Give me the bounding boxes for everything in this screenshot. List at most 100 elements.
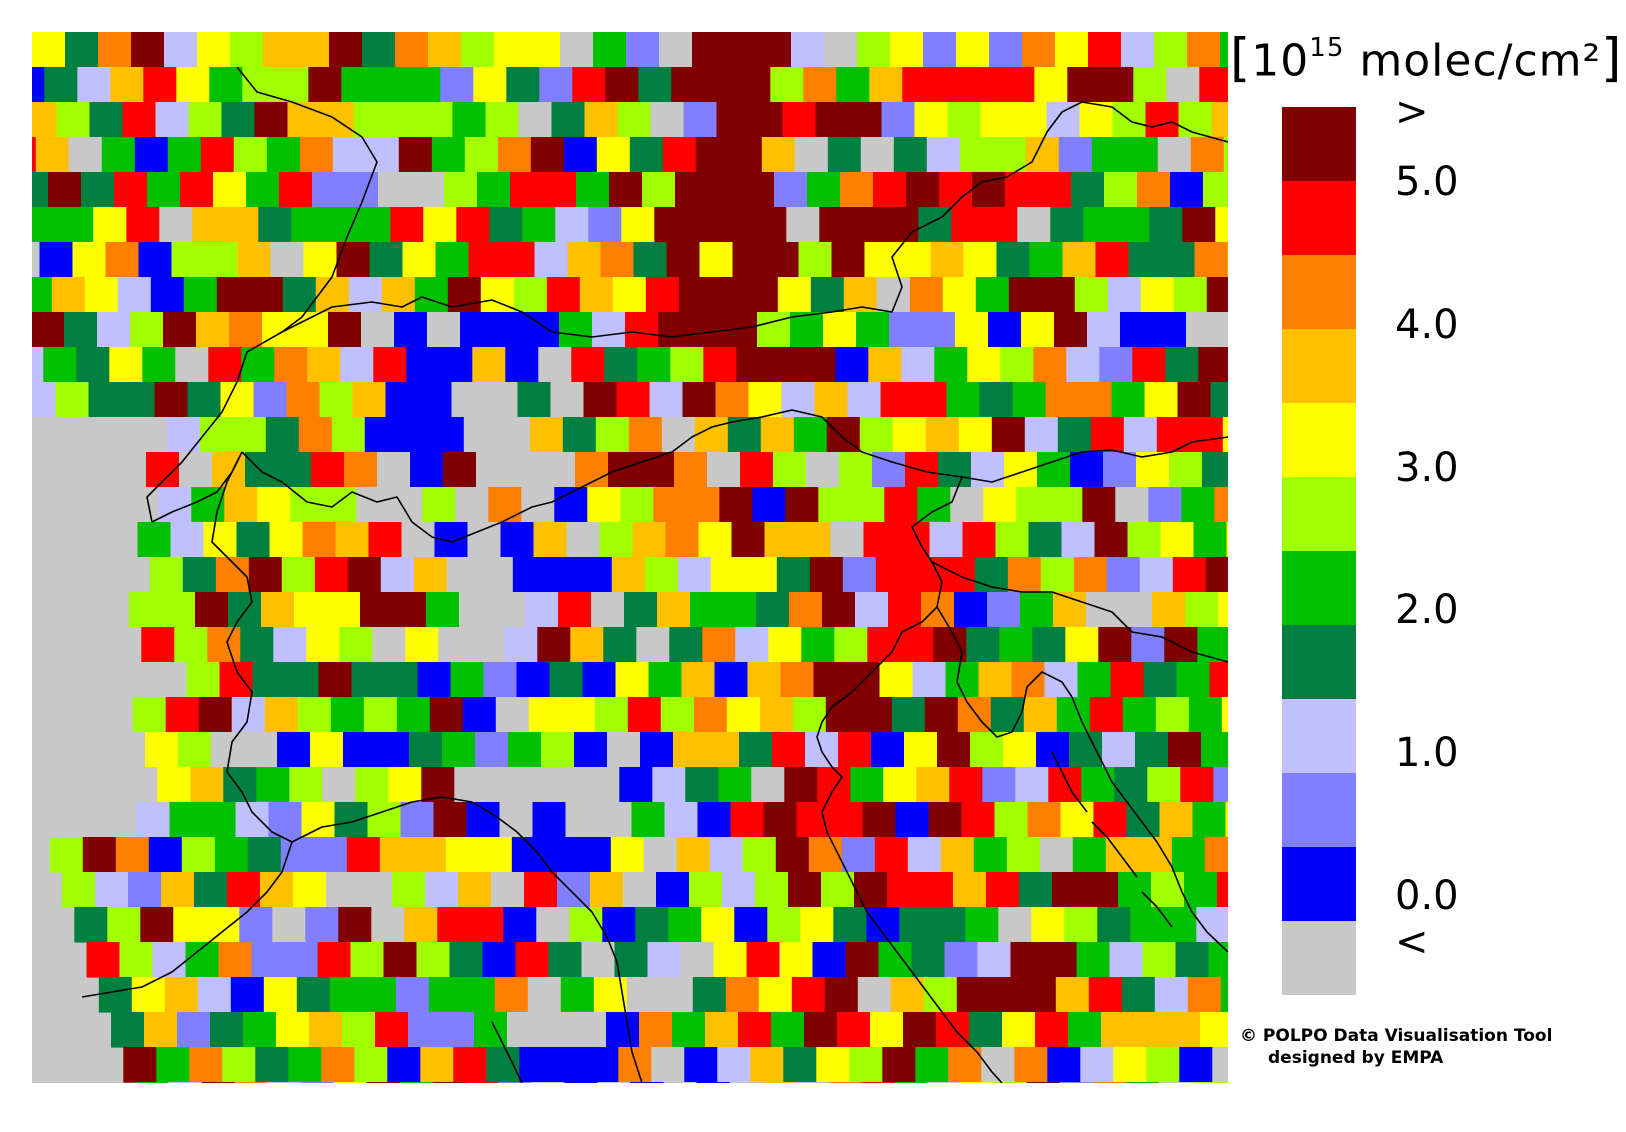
grid-cell [136,802,171,838]
grid-cell [751,767,785,803]
grid-cell [314,557,349,593]
grid-cell [154,382,189,418]
grid-cell [1070,452,1104,488]
grid-cell [484,382,519,418]
grid-cell [522,207,556,243]
grid-cell [542,452,576,488]
grid-cell [729,1082,764,1083]
grid-cell [513,277,548,313]
grid-cell [848,102,883,138]
grid-cell [68,137,103,173]
grid-cell [847,382,882,418]
grid-cell [1052,872,1086,908]
grid-cell [851,487,885,523]
grid-cell [539,67,573,103]
grid-cell [132,697,167,733]
grid-cell [117,277,152,313]
grid-cell [774,172,808,208]
grid-cell [550,382,585,418]
grid-cell [1068,1012,1102,1048]
border-switzerland-west [146,331,283,523]
grid-cell [218,942,253,978]
grid-cell [991,417,1026,453]
grid-cell [80,452,114,488]
grid-cell [998,907,1032,943]
grid-cell [958,417,993,453]
grid-cell [268,802,303,838]
grid-cell [1158,1082,1193,1083]
grid-cell [462,697,497,733]
grid-cell [777,277,812,313]
grid-cell [317,942,352,978]
grid-cell [973,837,1008,873]
map-panel[interactable] [32,32,1228,1083]
grid-cell [1014,1047,1048,1083]
grid-cell [451,382,486,418]
grid-cell [714,662,749,698]
grid-cell [196,312,230,348]
grid-cell [938,452,972,488]
grid-cell [738,1012,772,1048]
grid-cell [138,242,173,278]
grid-cell [694,417,729,453]
grid-cell [1157,137,1192,173]
grid-cell [450,662,485,698]
grid-cell [574,732,608,768]
grid-cell [599,522,634,558]
grid-cell [509,452,543,488]
grid-cell [311,452,345,488]
grid-cell [302,522,337,558]
grid-cell [472,347,506,383]
grid-cell [562,417,597,453]
grid-cell [247,837,282,873]
grid-cell [269,522,304,558]
grid-cell [32,32,66,68]
grid-cell [801,627,835,663]
grid-cell [72,242,107,278]
grid-cell [790,312,824,348]
grid-cell [274,347,308,383]
grid-cell [1194,242,1228,278]
grid-cell [664,802,699,838]
grid-cell [312,172,346,208]
grid-cell [446,557,481,593]
grid-cell [511,837,546,873]
grid-cell [375,1012,409,1048]
grid-cell [508,732,542,768]
grid-cell [566,522,601,558]
grid-cell [1119,592,1153,628]
grid-cell [49,837,84,873]
grid-cell [39,242,74,278]
grid-cell [149,557,184,593]
grid-cell [533,522,568,558]
grid-cell [1047,1047,1081,1083]
grid-cell [605,67,639,103]
grid-cell [585,1047,619,1083]
grid-cell [579,277,614,313]
grid-cell [786,207,820,243]
grid-cell [487,767,521,803]
grid-cell [71,522,106,558]
grid-cell [869,67,903,103]
grid-cell [696,1082,731,1083]
grid-cell [1038,172,1072,208]
grid-cell [126,207,160,243]
colorbar-swatch-5 [1282,477,1356,551]
grid-cell [609,172,643,208]
grid-cell [224,487,258,523]
grid-cell [32,627,43,663]
grid-cell [374,67,408,103]
grid-cell [791,977,826,1013]
grid-cell [79,732,113,768]
grid-cell [524,872,558,908]
grid-cell [494,32,528,68]
grid-cell [590,872,624,908]
grid-cell [833,907,867,943]
grid-cell [995,522,1030,558]
grid-cell [545,557,580,593]
grid-cell [987,592,1021,628]
grid-cell [134,137,169,173]
grid-cell [369,242,404,278]
grid-cell [1049,487,1083,523]
grid-cell [771,1012,805,1048]
